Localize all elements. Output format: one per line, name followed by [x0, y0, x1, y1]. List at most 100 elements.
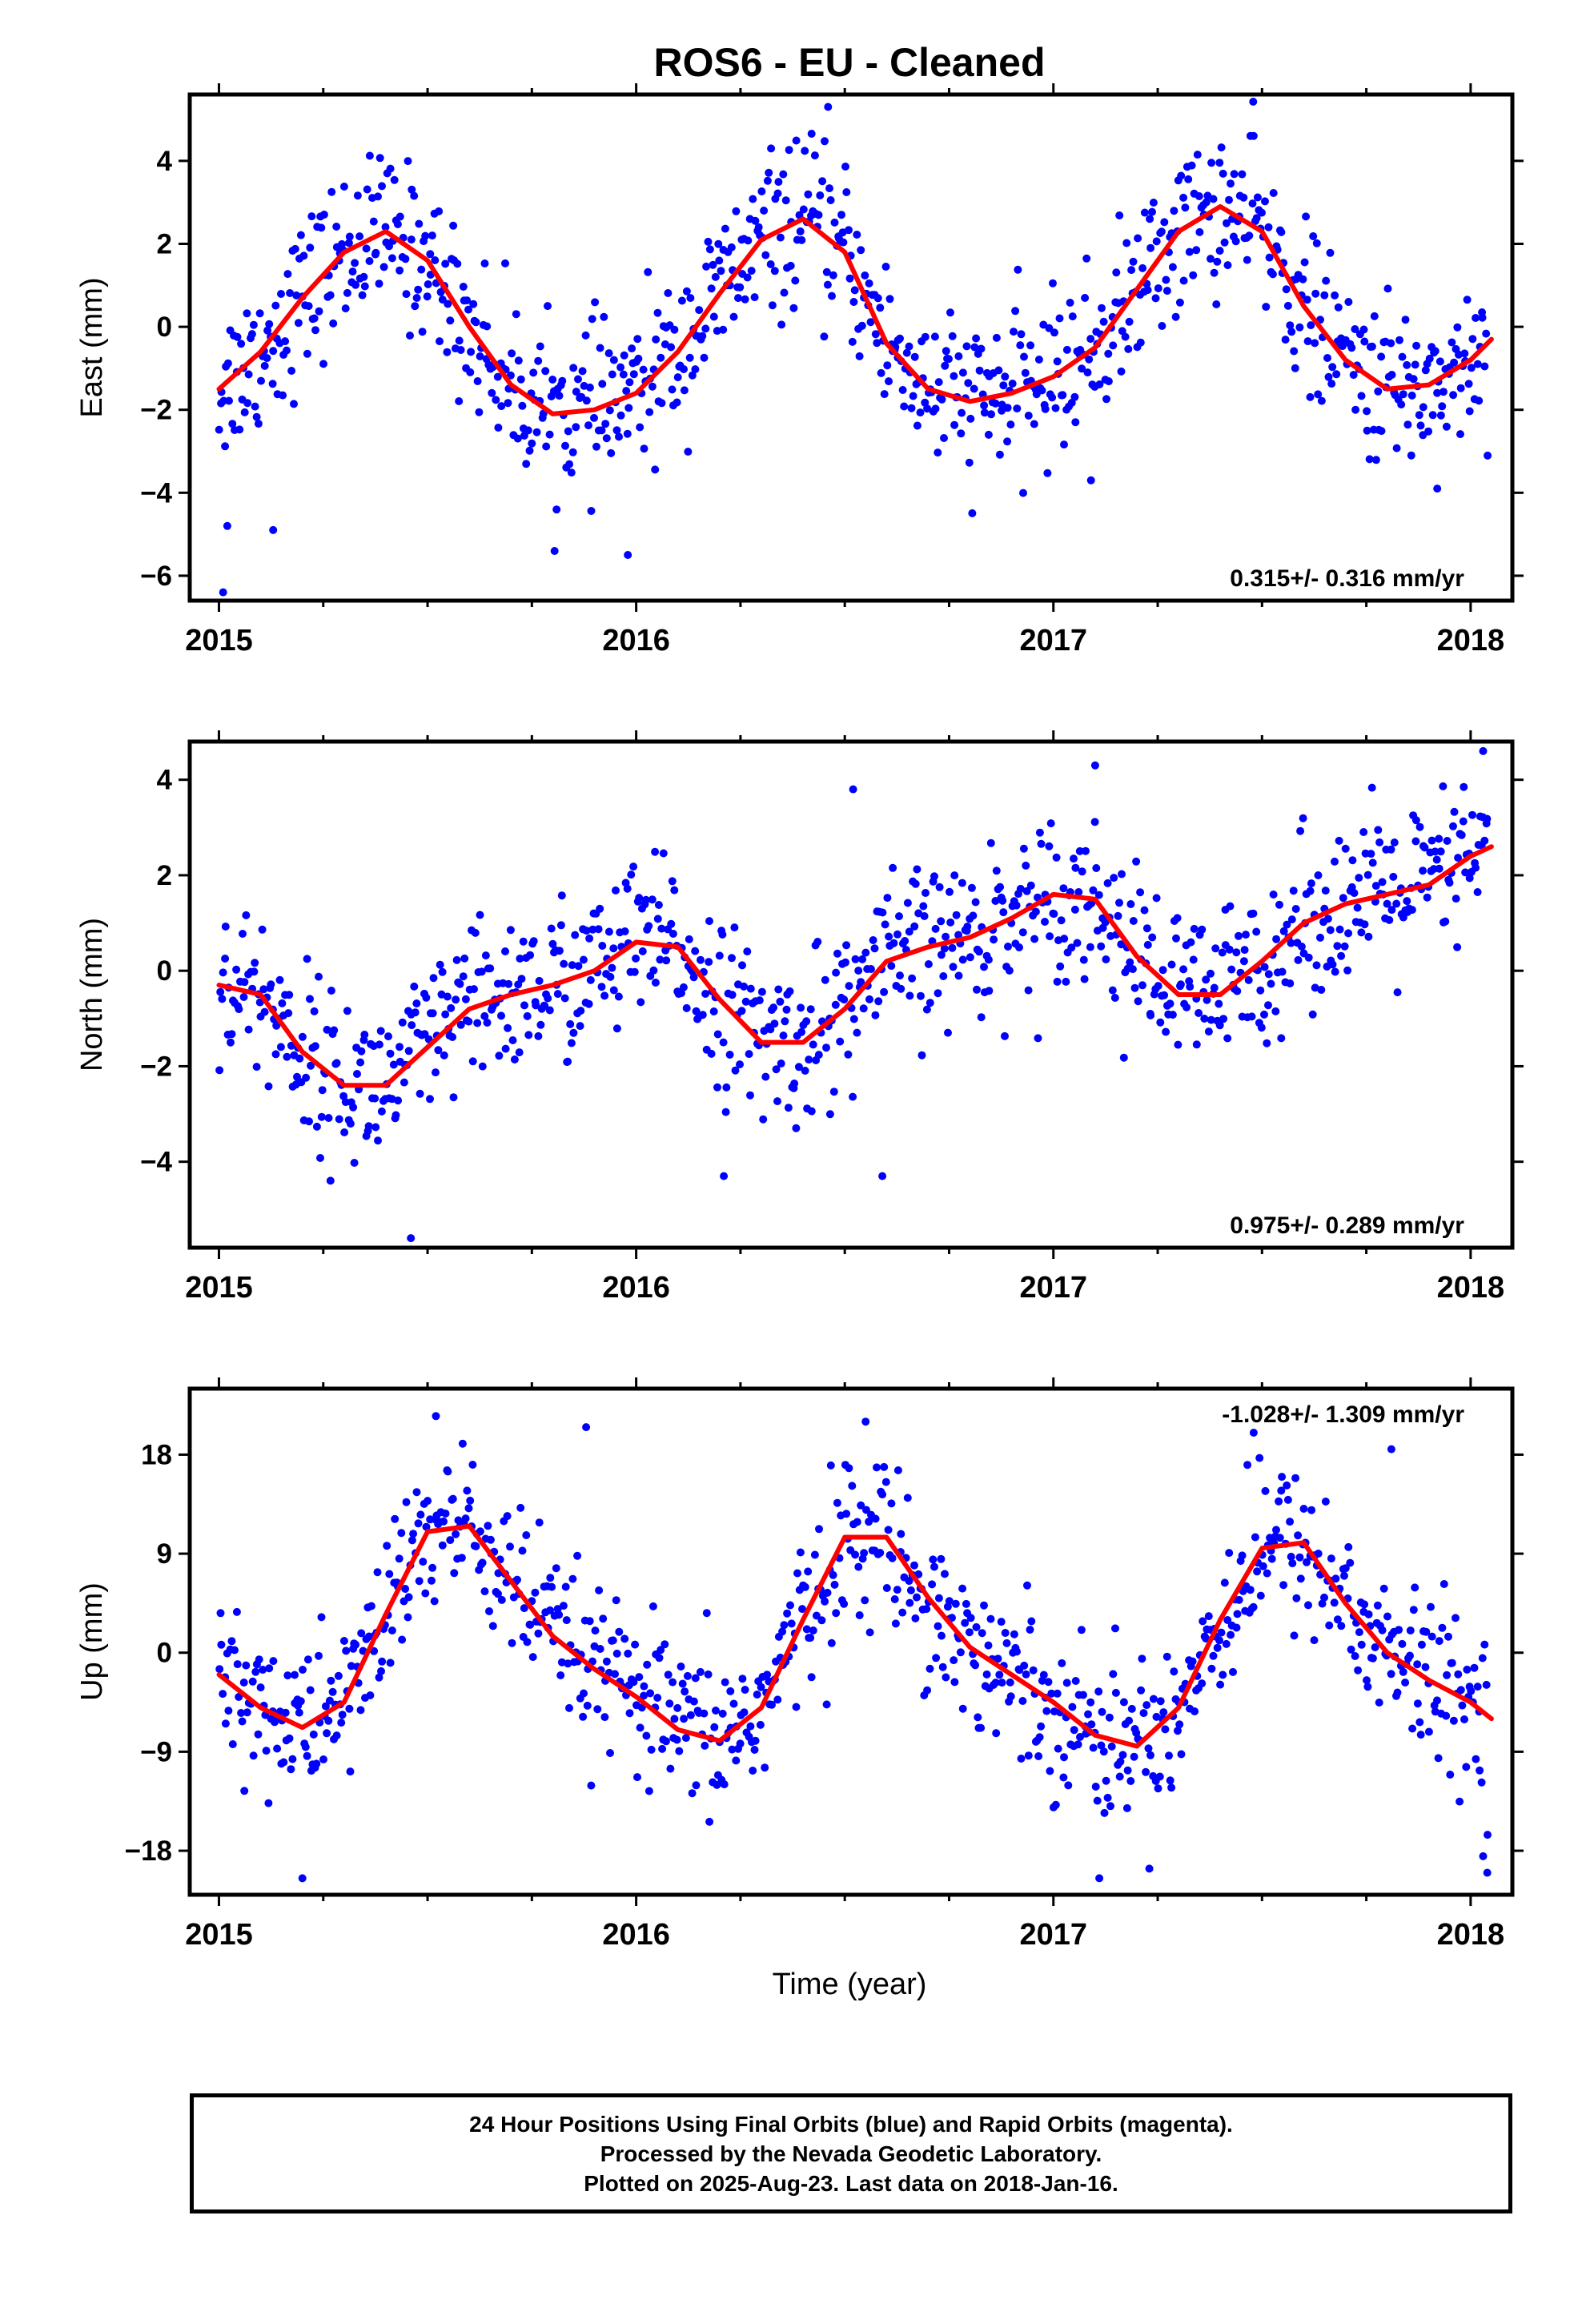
data-point [1393, 988, 1402, 997]
data-point [910, 922, 919, 931]
data-point [958, 368, 967, 377]
data-point [1010, 1630, 1018, 1638]
data-point [303, 1751, 311, 1760]
data-point [1257, 1023, 1266, 1032]
data-point [586, 975, 595, 984]
data-point-outlier [1090, 761, 1099, 770]
data-point-outlier [298, 1874, 307, 1883]
data-point [599, 1614, 608, 1623]
data-point [807, 130, 816, 138]
data-point [1202, 198, 1211, 207]
data-point [767, 144, 776, 153]
data-point [845, 274, 854, 283]
data-point [609, 356, 618, 364]
data-point [817, 1616, 826, 1625]
data-point [1318, 1599, 1327, 1608]
data-point [653, 915, 662, 923]
data-point [997, 1618, 1006, 1626]
data-point [1368, 858, 1377, 867]
data-point [390, 175, 399, 184]
data-point [545, 430, 554, 439]
data-point [1323, 354, 1331, 362]
data-point [648, 895, 656, 904]
data-point [556, 1671, 565, 1679]
data-point [398, 1018, 407, 1027]
data-point [975, 366, 984, 375]
data-point [969, 911, 978, 920]
data-point [680, 386, 689, 395]
data-point [1188, 1657, 1197, 1666]
data-point [857, 1501, 865, 1510]
data-point [1119, 1053, 1128, 1062]
data-point [612, 886, 620, 895]
data-point [763, 176, 772, 185]
data-point [657, 924, 666, 933]
data-point [1086, 1698, 1095, 1707]
data-point [890, 1595, 899, 1603]
data-point [1132, 857, 1141, 866]
data-point [934, 378, 943, 387]
data-point [888, 1554, 897, 1562]
data-point [710, 1723, 719, 1731]
data-point [773, 1097, 781, 1106]
data-point [736, 1739, 745, 1748]
data-point [658, 1744, 667, 1753]
data-point [472, 1542, 480, 1550]
data-point [1045, 324, 1054, 332]
data-point [376, 1027, 385, 1035]
data-point [476, 911, 484, 919]
data-point [807, 1107, 816, 1116]
data-point [1218, 948, 1227, 957]
data-point [1314, 1550, 1323, 1558]
data-point [1371, 1643, 1379, 1651]
data-point [456, 979, 464, 988]
data-point [1034, 1034, 1042, 1043]
data-point [410, 191, 419, 200]
data-point [932, 1654, 941, 1663]
x-tick-label: 2016 [602, 1271, 670, 1305]
data-point [1199, 1617, 1207, 1626]
data-point [1105, 1713, 1114, 1722]
data-point [594, 925, 603, 934]
data-point [937, 1554, 946, 1563]
data-point [698, 1011, 707, 1019]
data-point [919, 902, 928, 911]
data-point [766, 1025, 775, 1034]
data-point [909, 392, 917, 400]
data-point [980, 401, 989, 410]
data-point [600, 991, 609, 1000]
north-plot-frame [187, 739, 1515, 1250]
data-point [251, 959, 259, 967]
data-point [316, 1154, 324, 1162]
data-point [1360, 920, 1369, 929]
data-point [585, 383, 594, 392]
data-point [1480, 1640, 1489, 1649]
data-point [1128, 965, 1137, 974]
data-point [806, 1005, 815, 1014]
data-point [878, 908, 887, 917]
data-point [691, 947, 700, 955]
data-point [225, 396, 233, 405]
data-point [215, 425, 223, 434]
data-point [1002, 1638, 1011, 1647]
data-point [796, 227, 805, 235]
y-tick-label: −18 [125, 1835, 172, 1867]
data-point [585, 934, 594, 943]
data-point [1242, 931, 1250, 939]
data-point [1148, 207, 1156, 216]
data-point [607, 448, 616, 457]
data-point [1269, 189, 1278, 197]
data-point [1249, 98, 1258, 106]
data-point [360, 1031, 369, 1039]
data-point [1291, 905, 1300, 913]
data-point [984, 1641, 993, 1650]
data-point [712, 1707, 720, 1715]
data-point [970, 343, 979, 352]
data-point [770, 267, 779, 275]
data-point [921, 332, 930, 341]
data-point [665, 1699, 674, 1708]
data-point [267, 980, 275, 989]
data-point [357, 1629, 366, 1638]
data-point [1399, 390, 1407, 399]
data-point [1363, 1676, 1371, 1685]
